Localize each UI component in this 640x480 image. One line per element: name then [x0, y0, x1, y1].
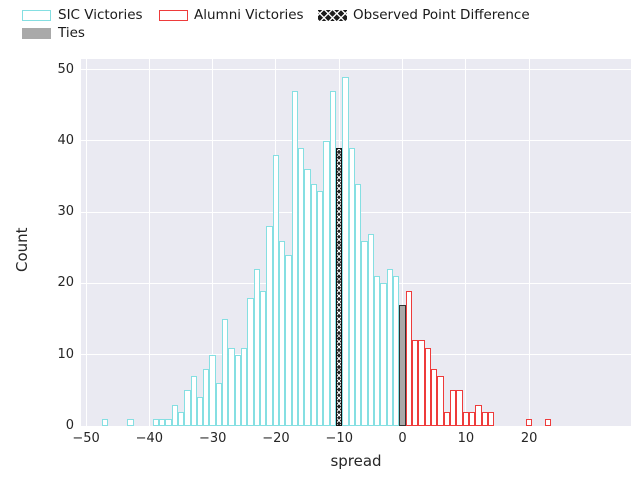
- y-tick-label: 10: [57, 346, 74, 362]
- sic-swatch-icon: [22, 10, 51, 21]
- alumni-swatch-icon: [159, 10, 188, 21]
- histogram-bar-alumni: [488, 411, 495, 426]
- histogram-bar-sic: [253, 269, 261, 426]
- y-tick-label: 0: [65, 418, 74, 433]
- histogram-bar-sic: [380, 283, 387, 426]
- histogram-bar-sic: [228, 347, 235, 426]
- histogram-bar-sic: [165, 418, 172, 426]
- histogram-bar-alumni: [443, 411, 451, 426]
- histogram-bar-alumni: [462, 411, 470, 426]
- x-tick-label: −20: [262, 431, 290, 446]
- x-axis-label: spread: [330, 452, 382, 470]
- histogram-bar-alumni: [431, 368, 438, 426]
- histogram-bar-alumni: [450, 390, 457, 426]
- x-tick-label: −40: [135, 431, 164, 446]
- observed-swatch-icon: [318, 10, 347, 21]
- x-tick-label: −10: [325, 431, 353, 446]
- histogram-bar-sic: [279, 240, 286, 426]
- histogram-bar-sic: [171, 404, 178, 426]
- histogram-bar-alumni: [456, 390, 463, 426]
- histogram-bar-alumni: [544, 418, 552, 426]
- histogram-bar-alumni: [412, 340, 419, 426]
- x-tick-label: 10: [457, 431, 475, 446]
- histogram-bar-alumni: [475, 404, 482, 426]
- histogram-bar-sic: [127, 418, 134, 426]
- histogram-bar-sic: [209, 354, 216, 426]
- x-tick-label: 20: [520, 431, 538, 446]
- histogram-bar-sic: [260, 290, 267, 426]
- y-axis-label: Count: [13, 226, 31, 272]
- histogram-bar-sic: [247, 297, 254, 426]
- gridline-y: [81, 425, 631, 427]
- histogram-bar-sic: [241, 347, 248, 426]
- histogram-bar-sic: [361, 240, 368, 426]
- y-tick-label: 20: [57, 275, 74, 291]
- histogram-bar-sic: [386, 269, 394, 426]
- histogram-bar-sic: [190, 376, 197, 426]
- histogram-bar-sic: [222, 319, 229, 426]
- histogram-bar-alumni: [525, 418, 533, 426]
- histogram-bar-sic: [272, 155, 280, 426]
- ties-bar: [399, 304, 406, 426]
- histogram-bar-sic: [310, 183, 318, 426]
- histogram-bar-sic: [342, 76, 349, 426]
- histogram-bar-sic: [196, 397, 204, 426]
- gridline-x: [85, 59, 87, 426]
- gridline-y: [81, 140, 631, 142]
- histogram-bar-alumni: [405, 290, 413, 426]
- histogram-bar-sic: [285, 254, 292, 426]
- histogram-bar-sic: [393, 276, 400, 426]
- histogram-bar-alumni: [469, 411, 476, 426]
- observed-marker-bar: [336, 148, 343, 426]
- histogram-bar-sic: [158, 418, 166, 426]
- histogram-bar-sic: [304, 169, 311, 426]
- histogram-bar-alumni: [481, 411, 489, 426]
- plot-area: [81, 59, 631, 427]
- histogram-bar-sic: [266, 226, 273, 426]
- histogram-bar-sic: [348, 148, 356, 426]
- histogram-bar-sic: [317, 190, 324, 426]
- legend-item-label: Alumni Victories: [194, 7, 304, 23]
- histogram-bar-sic: [234, 354, 242, 426]
- y-tick-label: 50: [57, 61, 74, 77]
- gridline-x: [212, 59, 214, 426]
- histogram-bar-sic: [203, 368, 210, 426]
- histogram-bar-sic: [177, 411, 185, 426]
- histogram-bar-sic: [355, 183, 362, 426]
- gridline-x: [528, 59, 530, 426]
- histogram-bar-sic: [374, 276, 381, 426]
- ties-swatch-icon: [22, 28, 51, 39]
- x-tick-label: −50: [72, 431, 100, 446]
- gridline-x: [465, 59, 467, 426]
- histogram-bar-alumni: [418, 340, 425, 426]
- legend-item-label: Ties: [58, 25, 85, 41]
- gridline-y: [81, 69, 631, 71]
- x-tick-label: 0: [398, 431, 407, 446]
- x-tick-label: −30: [198, 431, 227, 446]
- y-tick-label: 40: [57, 132, 74, 148]
- histogram-bar-alumni: [424, 347, 432, 426]
- histogram-bar-sic: [152, 418, 159, 426]
- legend-item-label: Observed Point Difference: [353, 7, 530, 23]
- histogram-bar-sic: [298, 148, 305, 426]
- gridline-x: [148, 59, 150, 426]
- histogram-bar-sic: [215, 383, 223, 426]
- histogram-bar-sic: [291, 91, 299, 426]
- y-tick-label: 30: [57, 204, 74, 220]
- legend-item-label: SIC Victories: [58, 7, 143, 23]
- histogram-bar-sic: [329, 91, 337, 426]
- histogram-bar-sic: [367, 233, 375, 426]
- histogram-bar-sic: [323, 140, 330, 426]
- gridline-x: [402, 59, 404, 426]
- histogram-bar-alumni: [437, 376, 444, 426]
- histogram-bar-sic: [184, 390, 191, 426]
- histogram-bar-sic: [101, 418, 109, 426]
